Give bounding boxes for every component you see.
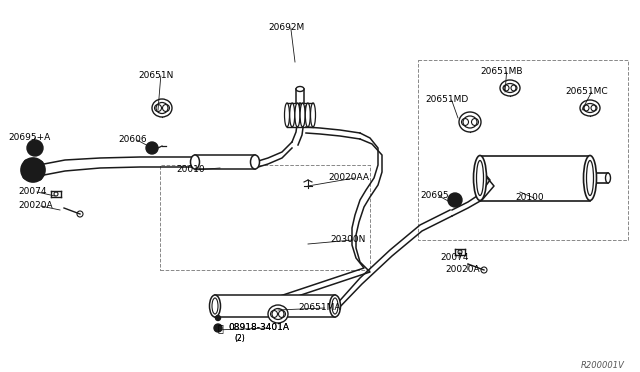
Ellipse shape [504, 83, 516, 93]
Text: 20651N: 20651N [138, 71, 173, 80]
Ellipse shape [605, 173, 611, 183]
Circle shape [21, 158, 45, 182]
Text: 20695+A: 20695+A [8, 134, 51, 142]
Circle shape [216, 315, 221, 321]
Ellipse shape [477, 160, 483, 196]
Ellipse shape [586, 160, 593, 196]
Text: 20651MC: 20651MC [565, 87, 607, 96]
Ellipse shape [152, 99, 172, 117]
Ellipse shape [209, 295, 221, 317]
Text: 20020A: 20020A [445, 266, 479, 275]
Text: 20692M: 20692M [268, 23, 304, 32]
Ellipse shape [250, 155, 259, 169]
FancyBboxPatch shape [480, 155, 590, 201]
Ellipse shape [584, 155, 596, 201]
Text: 20020AA: 20020AA [328, 173, 369, 183]
Text: 20074: 20074 [440, 253, 468, 263]
Ellipse shape [300, 103, 305, 127]
Text: Ⓝ: Ⓝ [218, 323, 224, 333]
FancyBboxPatch shape [195, 155, 255, 169]
Text: 20606: 20606 [118, 135, 147, 144]
Text: 20010: 20010 [176, 166, 205, 174]
Text: 20651MB: 20651MB [480, 67, 522, 77]
Text: R200001V: R200001V [581, 360, 625, 369]
Circle shape [448, 193, 462, 207]
Ellipse shape [332, 298, 338, 314]
Ellipse shape [330, 295, 340, 317]
Ellipse shape [584, 103, 596, 112]
Ellipse shape [290, 103, 294, 127]
Circle shape [214, 324, 222, 332]
Ellipse shape [463, 116, 477, 128]
Text: (2): (2) [234, 334, 244, 343]
Text: 20100: 20100 [515, 193, 543, 202]
Text: 20020A: 20020A [18, 202, 52, 211]
Circle shape [27, 140, 43, 156]
Text: 20695: 20695 [420, 192, 449, 201]
Ellipse shape [285, 103, 289, 127]
Text: 20300N: 20300N [330, 235, 365, 244]
Text: 08918-3401A: 08918-3401A [228, 324, 289, 333]
Ellipse shape [580, 100, 600, 116]
Circle shape [146, 142, 158, 154]
Text: 20651MA: 20651MA [298, 304, 340, 312]
Ellipse shape [268, 305, 288, 323]
Text: 08918-3401A: 08918-3401A [228, 324, 289, 333]
Ellipse shape [296, 87, 304, 92]
Ellipse shape [459, 112, 481, 132]
Ellipse shape [272, 308, 284, 320]
Ellipse shape [305, 103, 310, 127]
Ellipse shape [474, 155, 486, 201]
Text: 20651MD: 20651MD [425, 96, 468, 105]
Ellipse shape [500, 80, 520, 96]
Ellipse shape [191, 155, 200, 169]
Text: (2): (2) [234, 334, 244, 343]
Ellipse shape [156, 103, 168, 113]
Ellipse shape [212, 298, 218, 314]
FancyBboxPatch shape [215, 295, 335, 317]
Ellipse shape [310, 103, 316, 127]
Ellipse shape [295, 103, 300, 127]
Text: 20074: 20074 [18, 187, 47, 196]
